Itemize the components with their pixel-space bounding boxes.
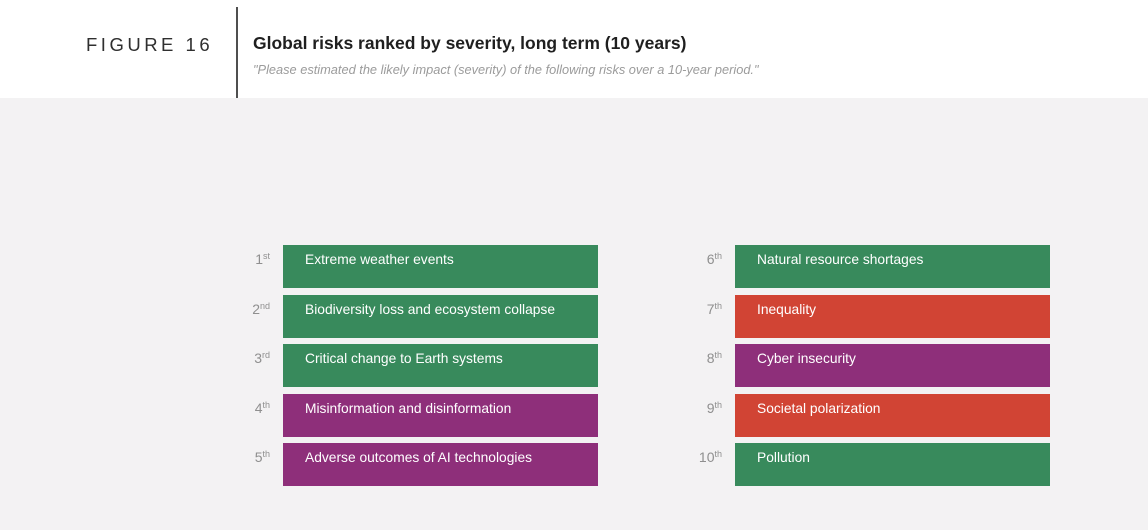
ranking-column-right: 6th Natural resource shortages 7th Inequ… — [665, 245, 1050, 486]
risk-bar-label: Societal polarization — [757, 400, 881, 416]
rank-row: 1st Extreme weather events — [213, 245, 598, 288]
risk-bar-label: Adverse outcomes of AI technologies — [305, 450, 533, 465]
figure-subtitle: "Please estimated the likely impact (sev… — [253, 62, 759, 77]
risk-bar: Adverse outcomes of AI technologies — [283, 443, 598, 486]
risk-bar: Misinformation and disinformation — [283, 393, 598, 437]
rank-label: 9th — [706, 399, 722, 416]
rank-row: 6th Natural resource shortages — [665, 245, 1050, 288]
risk-bar-label: Cyber insecurity — [757, 351, 856, 366]
risk-bar: Inequality — [735, 294, 1050, 338]
rank-label: 6th — [706, 251, 722, 267]
rank-row: 5th Adverse outcomes of AI technologies — [213, 443, 598, 486]
figure-header: FIGURE 16 Global risks ranked by severit… — [0, 0, 1148, 98]
risk-bar: Pollution — [735, 443, 1050, 486]
rank-row: 10th Pollution — [665, 443, 1050, 486]
risk-bar-label: Misinformation and disinformation — [305, 400, 512, 416]
risk-bar-label: Critical change to Earth systems — [305, 351, 503, 366]
header-divider — [236, 7, 238, 98]
rank-row: 4th Misinformation and disinformation — [213, 393, 598, 437]
risk-bar: Extreme weather events — [283, 245, 598, 288]
rank-row: 9th Societal polarization — [665, 393, 1050, 437]
rank-label: 3rd — [254, 350, 270, 366]
risk-bar: Biodiversity loss and ecosystem collapse — [283, 294, 598, 338]
rank-label: 1st — [255, 251, 270, 267]
risk-bar-label: Inequality — [757, 301, 817, 317]
figure-number-label: FIGURE 16 — [86, 34, 214, 55]
rank-label: 8th — [706, 350, 722, 366]
ranking-column-left: 1st Extreme weather events 2nd Biodivers… — [213, 245, 598, 486]
rank-row: 7th Inequality — [665, 294, 1050, 338]
rank-label: 5th — [254, 449, 270, 465]
rank-row: 2nd Biodiversity loss and ecosystem coll… — [213, 294, 598, 338]
rank-row: 3rd Critical change to Earth systems — [213, 344, 598, 387]
risk-bar-label: Extreme weather events — [305, 252, 454, 267]
rank-label: 10th — [698, 449, 722, 465]
risk-bar-label: Pollution — [757, 450, 810, 465]
risk-bar-label: Natural resource shortages — [757, 252, 924, 267]
figure-title: Global risks ranked by severity, long te… — [253, 33, 687, 53]
rank-row: 8th Cyber insecurity — [665, 344, 1050, 387]
rank-label: 2nd — [252, 300, 270, 317]
rank-label: 7th — [706, 300, 722, 317]
risk-bar-label: Biodiversity loss and ecosystem collapse — [305, 301, 555, 317]
risk-bar: Cyber insecurity — [735, 344, 1050, 387]
rank-label: 4th — [254, 399, 270, 416]
risk-bar: Societal polarization — [735, 393, 1050, 437]
risk-bar: Critical change to Earth systems — [283, 344, 598, 387]
risk-bar: Natural resource shortages — [735, 245, 1050, 288]
chart-area: 1st Extreme weather events 2nd Biodivers… — [0, 98, 1148, 530]
